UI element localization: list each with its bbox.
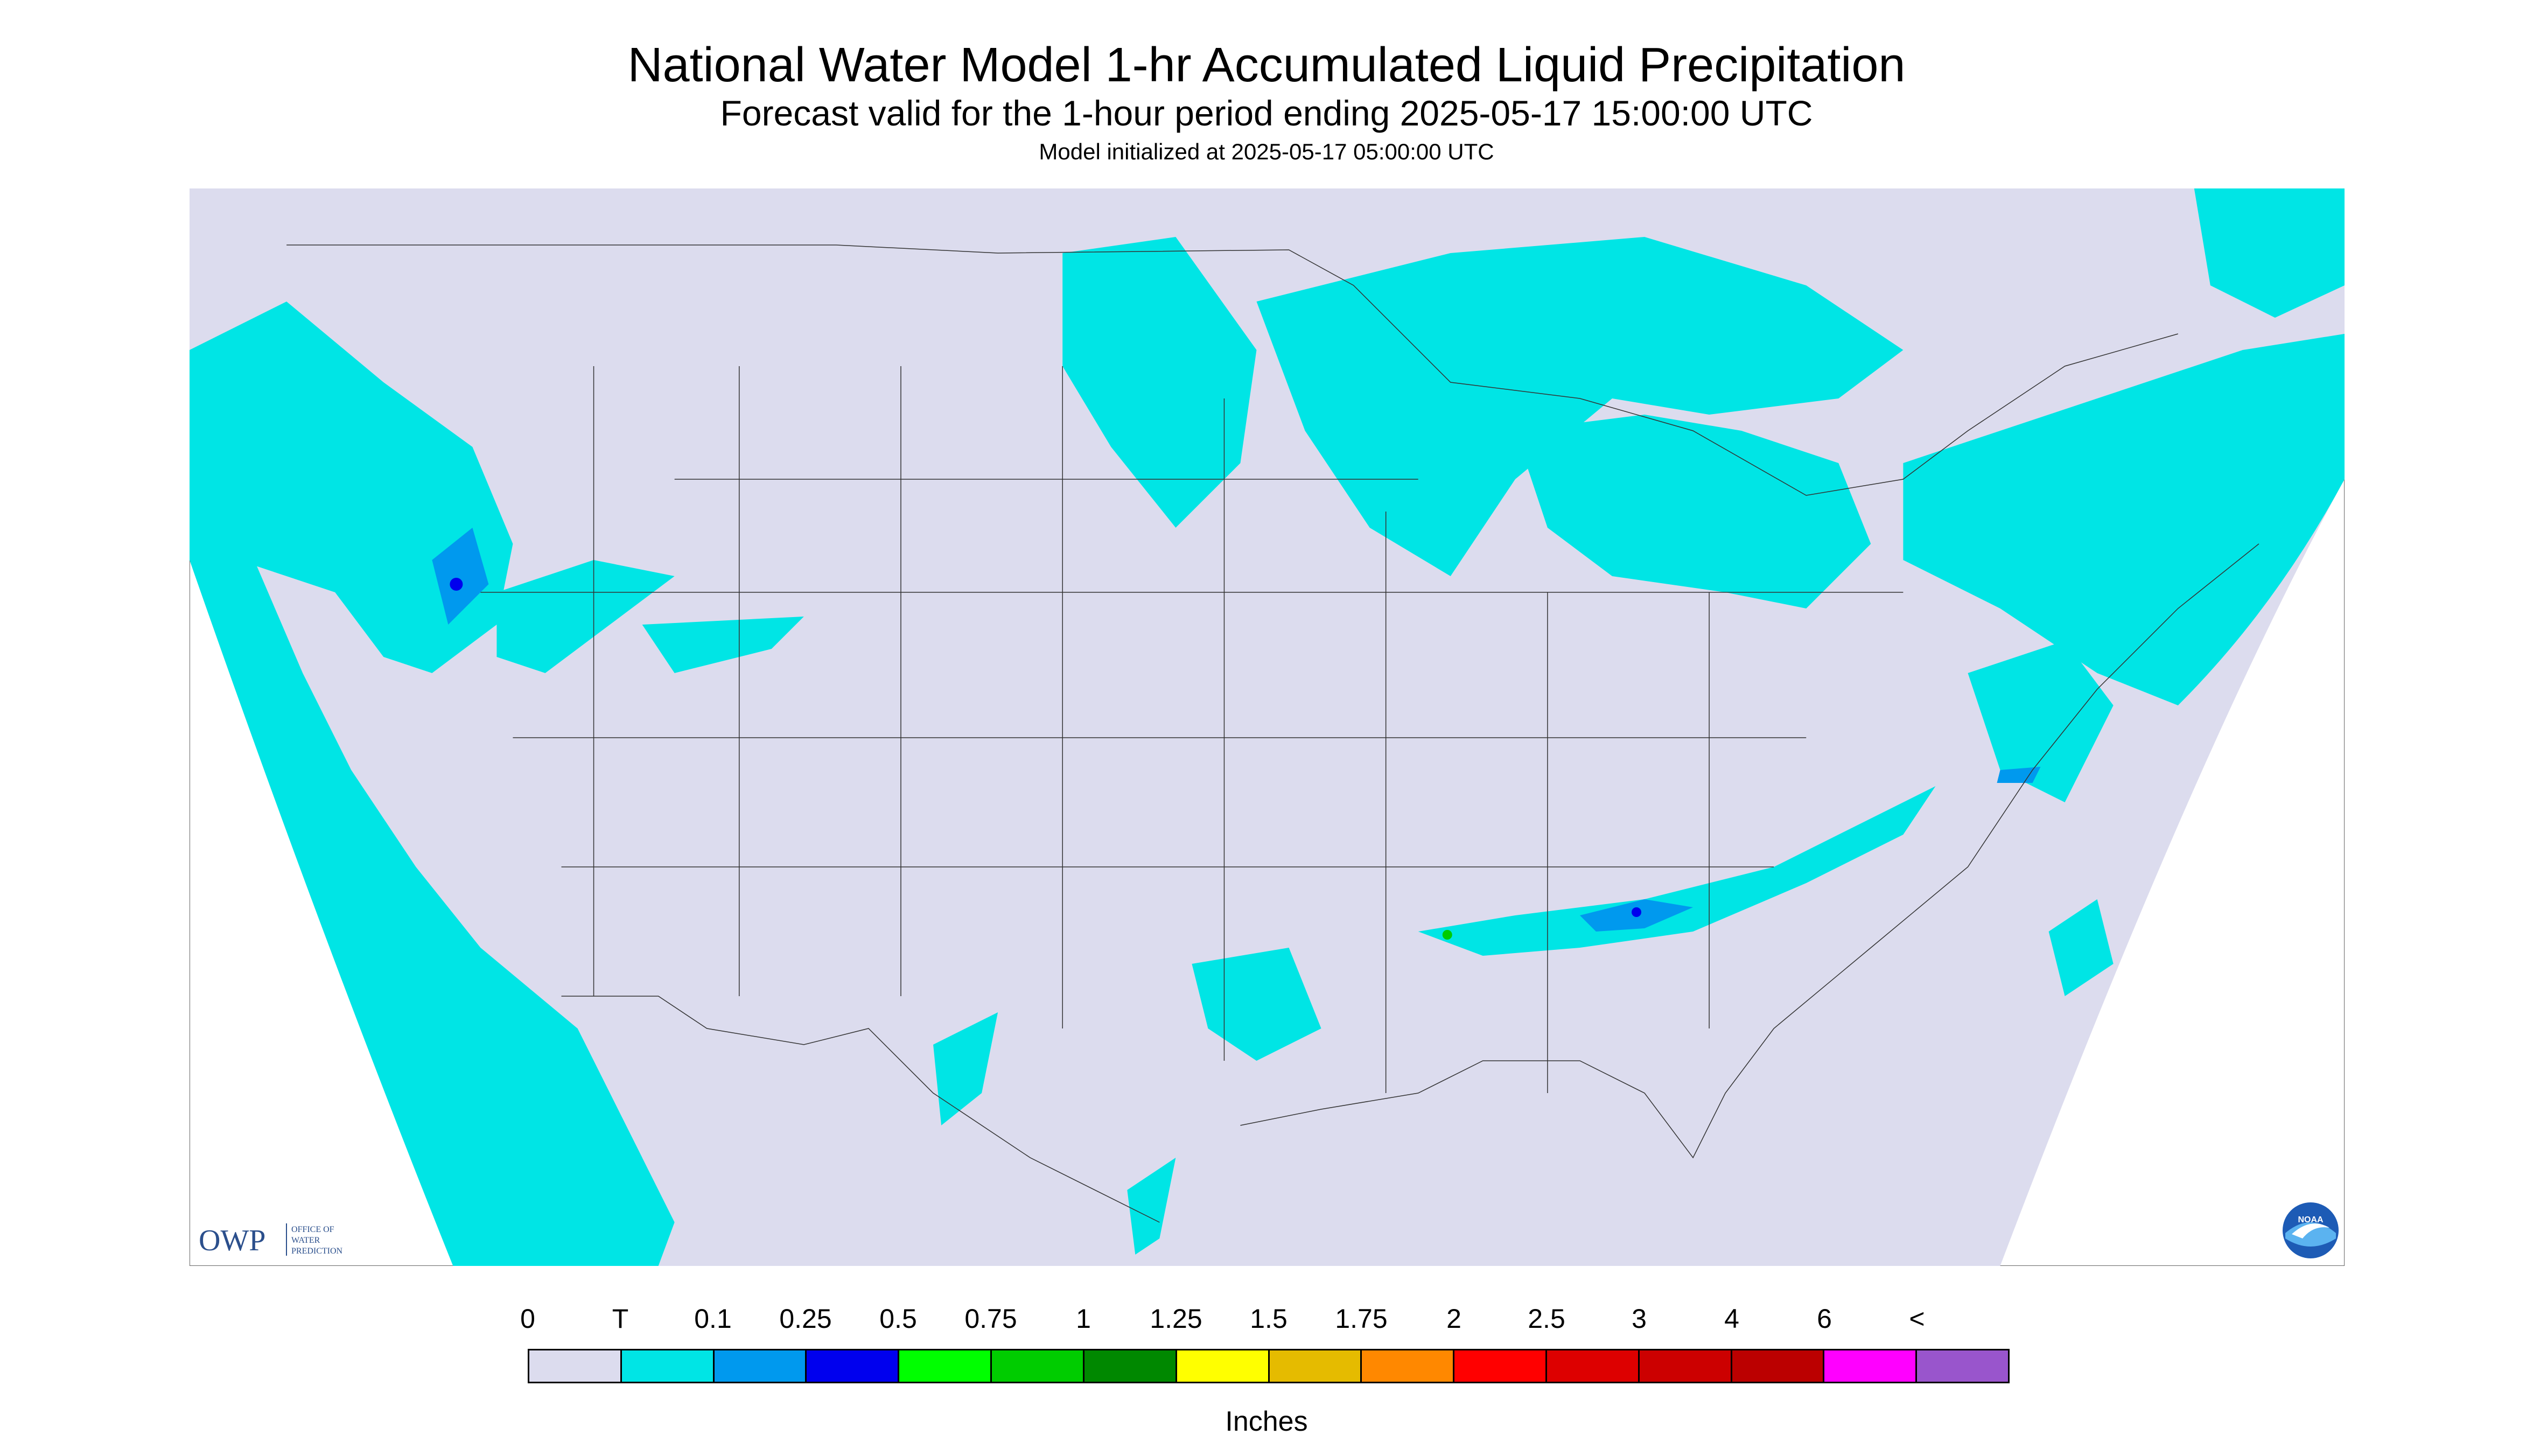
owp-logo-line1: OFFICE OF [291,1225,334,1234]
owp-logo-divider [286,1223,287,1256]
legend-label: < [1909,1304,1925,1334]
precip-heavy-areas [450,578,1642,917]
precip-core-oregon [432,528,489,625]
owp-logo: OWP OFFICE OF WATER PREDICTION [199,1223,343,1257]
legend-units: Inches [1225,1406,1308,1437]
precip-heavy-alabama [1632,907,1642,917]
legend-swatch [1177,1350,1270,1382]
legend-swatch [1269,1350,1362,1382]
precip-baja-offshore [480,996,642,1174]
legend-label: T [612,1304,629,1334]
precip-upper-midwest [1256,237,1904,576]
precip-great-lakes [1515,415,1871,608]
legend-swatch [621,1350,715,1382]
legend-swatch [1454,1350,1547,1382]
legend-labels: 0 T 0.1 0.25 0.5 0.75 1 1.25 1.5 1.75 2 2.5 3 4 6 < [0,1303,2533,1341]
precip-great-basin [496,560,675,673]
legend-label: 1.75 [1335,1304,1388,1334]
precip-rockies [642,617,804,673]
legend-swatch [1362,1350,1455,1382]
legend-label: 0.25 [779,1304,832,1334]
legend-label: 0.5 [879,1304,917,1334]
legend-label: 4 [1724,1304,1739,1334]
legend-swatch [714,1350,807,1382]
color-scale-bar [528,1349,2010,1383]
legend-swatch [992,1350,1084,1382]
legend-label: 1.5 [1250,1304,1288,1334]
legend-swatch [899,1350,992,1382]
precipitation-map [190,188,2345,1266]
legend-label: 6 [1817,1304,1832,1334]
owp-logo-text: OWP [199,1224,265,1257]
precip-core-atlantic [1997,767,2041,783]
precip-atlantic-offshore [2048,899,2114,996]
precip-northeast [1903,334,2345,705]
legend-swatch [1732,1350,1825,1382]
legend-label: 0.1 [694,1304,732,1334]
precip-canada-plains [1062,237,1257,528]
noaa-logo: NOAA [2283,1202,2339,1258]
map-subtitle: Forecast valid for the 1-hour period end… [720,93,1813,133]
legend-swatch [1547,1350,1640,1382]
precip-hudson-bay [2194,188,2345,318]
legend-label: 2 [1446,1304,1461,1334]
owp-logo-line3: PREDICTION [291,1247,343,1256]
legend-label: 1 [1076,1304,1091,1334]
us-canada-border [286,244,2178,496]
us-coastline [1240,543,2259,1159]
precip-peak-mississippi [1442,930,1452,940]
precip-heavy-oregon [450,578,463,591]
model-init-time: Model initialized at 2025-05-17 05:00:00… [1039,139,1494,164]
precip-mexico-gulf [1127,1158,1176,1255]
precip-mid-atlantic [1968,641,2114,802]
legend-label: 1.25 [1150,1304,1202,1334]
precip-mexico [933,1012,998,1125]
noaa-logo-bird [2292,1223,2329,1238]
legend-swatch [1084,1350,1177,1382]
noaa-logo-wave [2285,1222,2336,1247]
legend-label: 3 [1632,1304,1647,1334]
legend-label: 0.75 [964,1304,1017,1334]
legend-swatch [807,1350,900,1382]
legend-swatch [1639,1350,1732,1382]
legend-label: 0 [520,1304,535,1334]
precip-trace-areas [190,188,2345,1266]
noaa-logo-text: NOAA [2298,1215,2324,1224]
legend-swatch [1824,1350,1918,1382]
us-mexico-border [561,996,1160,1223]
map-title: National Water Model 1-hr Accumulated Li… [627,38,1906,92]
legend-swatch [529,1350,622,1382]
political-boundaries [286,244,2259,1223]
precip-pacific-northwest [190,302,513,673]
legend-label: 2.5 [1528,1304,1565,1334]
legend-swatch [1917,1350,2008,1382]
owp-logo-line2: WATER [291,1236,320,1245]
